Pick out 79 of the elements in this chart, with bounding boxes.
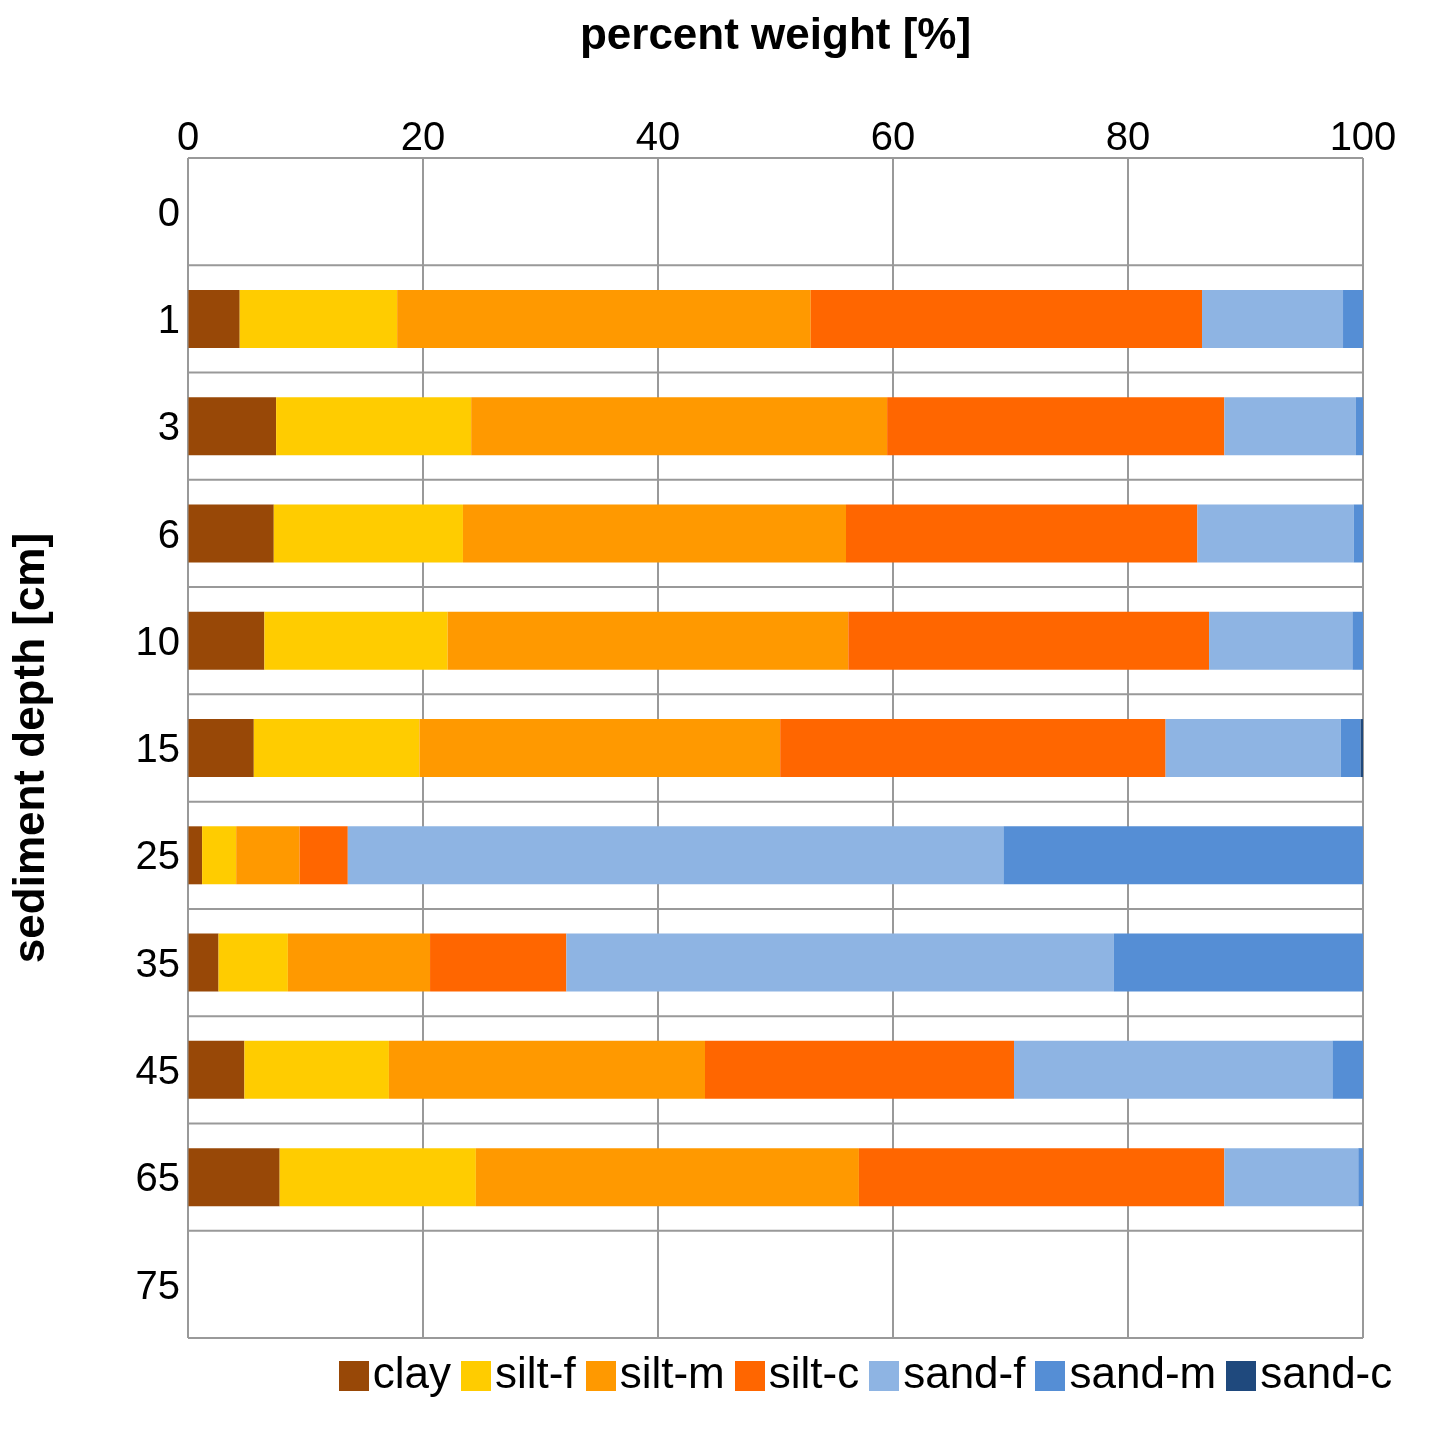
bar <box>1358 1148 1363 1207</box>
bar <box>1003 826 1363 885</box>
bar <box>1224 397 1356 456</box>
bar <box>858 1148 1225 1207</box>
bar <box>188 504 274 563</box>
bar <box>705 1040 1015 1099</box>
bar <box>447 611 849 670</box>
bar <box>810 289 1203 348</box>
bar <box>1165 719 1341 778</box>
bar <box>848 611 1210 670</box>
y-tick-label: 6 <box>157 511 180 556</box>
bar <box>287 933 431 992</box>
bar <box>188 397 277 456</box>
legend-label: silt-c <box>768 1348 860 1397</box>
y-tick-label: 65 <box>135 1155 180 1200</box>
bar <box>276 397 472 456</box>
y-tick-label: 15 <box>135 726 180 771</box>
bar <box>239 289 398 348</box>
y-tick-label: 35 <box>135 940 180 985</box>
y-tick-label: 10 <box>135 618 180 663</box>
bar <box>236 826 300 885</box>
bar <box>299 826 348 885</box>
bar <box>188 719 254 778</box>
bar <box>462 504 846 563</box>
x-tick-label: 20 <box>400 114 446 158</box>
bar <box>1340 719 1361 778</box>
legend-label: silt-f <box>494 1348 576 1397</box>
bar <box>253 719 420 778</box>
legend-label: sand-c <box>1260 1348 1393 1397</box>
bar <box>347 826 1004 885</box>
bar <box>1014 1040 1333 1099</box>
bar <box>273 504 463 563</box>
bar <box>1352 611 1363 670</box>
bar <box>475 1148 859 1207</box>
legend-label: sand-f <box>903 1348 1026 1397</box>
x-tick-label: 100 <box>1329 114 1397 158</box>
bar <box>887 397 1225 456</box>
bar <box>188 826 203 885</box>
bar <box>471 397 888 456</box>
y-tick-label: 45 <box>135 1048 180 1093</box>
bar <box>1353 504 1363 563</box>
bar <box>188 611 265 670</box>
y-tick-label: 25 <box>135 833 180 878</box>
bar <box>1343 289 1363 348</box>
legend-label: clay <box>372 1348 451 1397</box>
bar <box>188 933 219 992</box>
y-axis-title: sediment depth [cm] <box>3 532 53 964</box>
x-tick-label: 80 <box>1105 114 1151 158</box>
y-tick-label: 75 <box>135 1262 180 1307</box>
bar <box>419 719 781 778</box>
bar <box>780 719 1166 778</box>
bar <box>430 933 567 992</box>
bar <box>188 289 240 348</box>
bar <box>264 611 448 670</box>
bar <box>1197 504 1354 563</box>
bar <box>1209 611 1353 670</box>
x-tick-label: 60 <box>870 114 916 158</box>
y-tick-label: 0 <box>157 189 180 234</box>
x-tick-label: 40 <box>635 114 681 158</box>
bar <box>1224 1148 1359 1207</box>
bar <box>202 826 237 885</box>
bar <box>388 1040 705 1099</box>
bar <box>566 933 1114 992</box>
bar <box>1113 933 1363 992</box>
legend-label: silt-m <box>619 1348 725 1397</box>
legend-label: sand-m <box>1069 1348 1217 1397</box>
bar <box>244 1040 389 1099</box>
bar <box>397 289 811 348</box>
bar <box>1355 397 1363 456</box>
bar <box>188 1040 245 1099</box>
bar <box>218 933 288 992</box>
bar <box>279 1148 476 1207</box>
bar <box>846 504 1198 563</box>
bar <box>1332 1040 1363 1099</box>
bar <box>188 1148 280 1207</box>
y-tick-label: 1 <box>157 297 180 342</box>
bar <box>1202 289 1344 348</box>
y-tick-label: 3 <box>157 404 180 449</box>
x-axis-title: percent weight [%] <box>579 9 972 59</box>
